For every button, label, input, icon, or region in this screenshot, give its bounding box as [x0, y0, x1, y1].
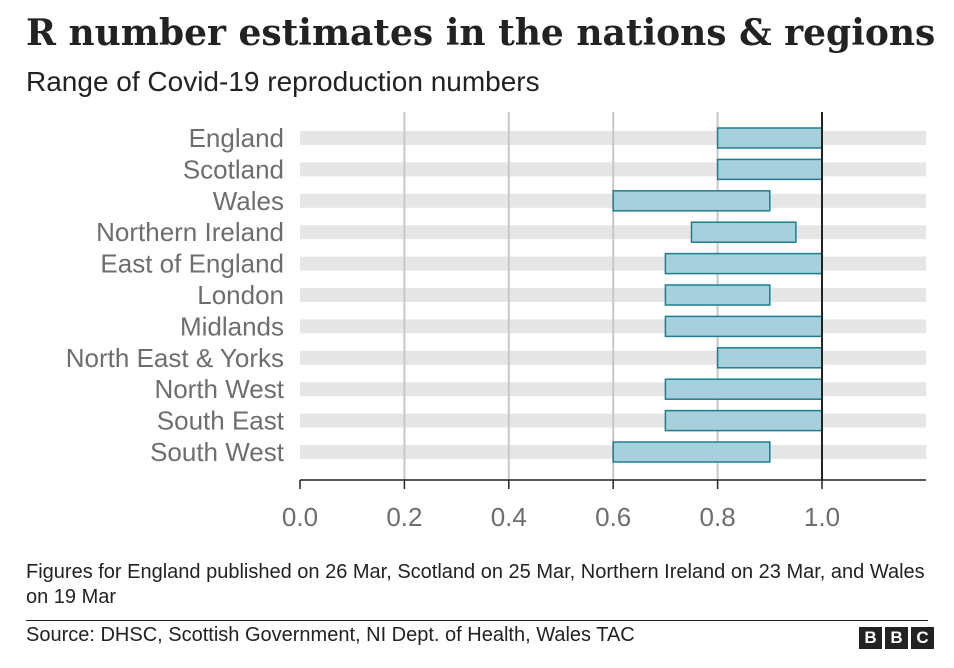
x-tick-label: 0.2 — [386, 502, 422, 532]
category-label: South East — [157, 406, 285, 436]
x-tick-label: 0.8 — [700, 502, 736, 532]
category-label: London — [197, 280, 284, 310]
range-bar — [664, 284, 771, 306]
category-label: England — [189, 123, 284, 153]
footer-divider — [26, 620, 928, 621]
logo-letter: B — [885, 627, 908, 649]
category-label: Wales — [213, 186, 284, 216]
publication-note: Figures for England published on 26 Mar,… — [26, 561, 925, 608]
x-tick-label: 1.0 — [804, 502, 840, 532]
category-label: Midlands — [180, 311, 284, 341]
range-bar — [716, 158, 823, 181]
range-bar-chart: 0.0 0.2 0.4 0.6 0.8 1.0EnglandScotlandWalesNo… — [66, 112, 926, 532]
range-bar — [612, 441, 771, 463]
bbc-logo: B B C — [859, 627, 934, 649]
x-tick-label: 0.6 — [595, 502, 631, 532]
range-bar — [664, 252, 823, 275]
x-tick-label: 0.0 — [282, 502, 318, 532]
logo-letter: C — [911, 627, 934, 649]
category-label: East of England — [100, 249, 284, 279]
range-bar — [664, 378, 823, 400]
range-bar — [664, 409, 823, 432]
range-bar — [716, 127, 823, 149]
source-text: Source: DHSC, Scottish Government, NI De… — [26, 624, 635, 646]
category-label: Scotland — [183, 154, 284, 184]
range-bar — [612, 190, 771, 212]
category-label: Northern Ireland — [96, 217, 284, 247]
range-bar — [664, 315, 823, 338]
chart-title: R number estimates in the nations & regi… — [26, 12, 936, 54]
logo-letter: B — [859, 627, 882, 649]
x-tick-label: 0.4 — [491, 502, 527, 532]
chart-subtitle: Range of Covid-19 reproduction numbers — [26, 66, 540, 97]
range-bar — [716, 347, 823, 369]
category-label: North East & Yorks — [66, 343, 284, 373]
range-bar — [690, 221, 797, 243]
category-label: South West — [150, 437, 285, 467]
category-label: North West — [154, 374, 284, 404]
